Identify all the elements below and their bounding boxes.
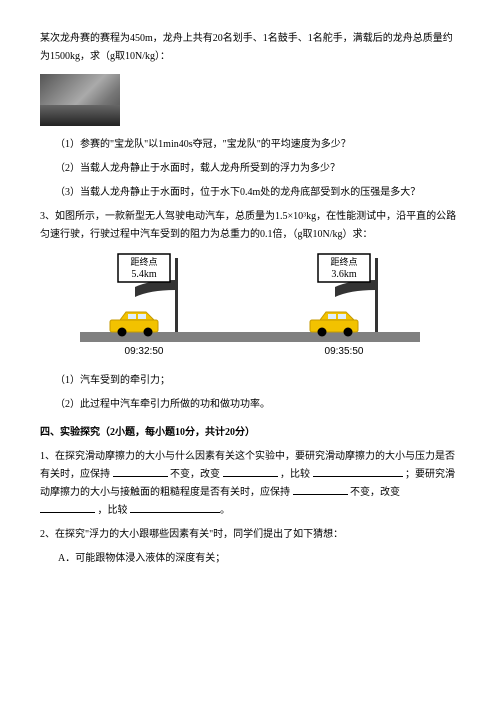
q3-part1: （1）汽车受到的牵引力； <box>40 372 460 390</box>
section4-head: 四、实验探究（2小题，每小题10分，共计20分） <box>40 424 460 442</box>
q3-intro: 3、如图所示，一款新型无人驾驶电动汽车，总质量为1.5×10³kg，在性能测试中… <box>40 208 460 244</box>
blank-4[interactable] <box>293 486 348 495</box>
car-diagram-wrap: 距终点 5.4km 09:32:50 距终点 3.6km <box>40 252 460 362</box>
sign1-value: 5.4km <box>131 269 157 280</box>
q4-2-optA: A．可能跟物体浸入液体的深度有关； <box>40 550 460 568</box>
car-diagram: 距终点 5.4km 09:32:50 距终点 3.6km <box>80 252 420 362</box>
q4-1-seg6: ，比较 <box>98 505 128 516</box>
sign2-title: 距终点 <box>330 256 357 267</box>
pole-1 <box>175 258 178 332</box>
q3-part2: （2）此过程中汽车牵引力所做的功和做功功率。 <box>40 396 460 414</box>
q4-1: 1、在探究滑动摩擦力的大小与什么因素有关这个实验中，要研究滑动摩擦力的大小与压力… <box>40 448 460 520</box>
q2-part1: （1）参赛的"宝龙队"以1min40s夺冠，"宝龙队"的平均速度为多少？ <box>40 136 460 154</box>
sign1-title: 距终点 <box>130 256 157 267</box>
pole-2 <box>375 258 378 332</box>
blank-5[interactable] <box>40 504 95 513</box>
dragon-boat-photo <box>40 74 120 126</box>
road <box>80 332 420 342</box>
q4-1-seg3: ，比较 <box>280 469 310 480</box>
blank-2[interactable] <box>223 468 278 477</box>
q4-1-seg5: 不变，改变 <box>350 487 400 498</box>
blank-3[interactable] <box>313 468 403 477</box>
q2-intro: 某次龙舟赛的赛程为450m，龙舟上共有20名划手、1名鼓手、1名舵手，满载后的龙… <box>40 30 460 66</box>
blank-6[interactable] <box>130 504 220 513</box>
time-2: 09:35:50 <box>325 346 364 357</box>
q4-1-seg2: 不变，改变 <box>170 469 220 480</box>
q4-2-intro: 2、在探究"浮力的大小跟哪些因素有关"时，同学们提出了如下猜想： <box>40 526 460 544</box>
q2-part3: （3）当载人龙舟静止于水面时，位于水下0.4m处的龙舟底部受到水的压强是多大？ <box>40 184 460 202</box>
blank-1[interactable] <box>113 468 168 477</box>
time-1: 09:32:50 <box>125 346 164 357</box>
sign2-value: 3.6km <box>331 269 357 280</box>
q2-part2: （2）当载人龙舟静止于水面时，载人龙舟所受到的浮力为多少？ <box>40 160 460 178</box>
